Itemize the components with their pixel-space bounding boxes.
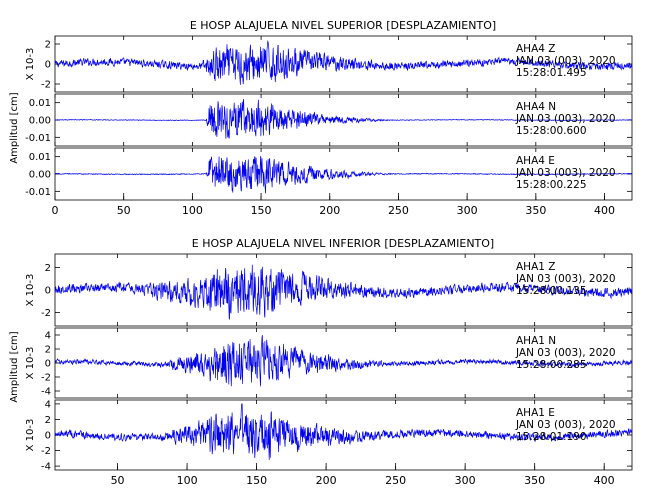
x-tick-label: 300 <box>457 204 478 217</box>
station-component-label: AHA1 Z <box>516 261 555 273</box>
station-component-label: AHA4 N <box>516 101 556 113</box>
chart-title-inferior: E HOSP ALAJUELA NIVEL INFERIOR [DESPLAZA… <box>192 237 494 250</box>
x-tick-label: 200 <box>316 474 337 487</box>
waveform-trace <box>54 403 633 460</box>
station-component-label: AHA4 Z <box>516 43 555 55</box>
y-tick-label: 4 <box>45 331 51 342</box>
station-time-label: 15:28:00.225 <box>516 179 587 191</box>
y-tick-label: -0.01 <box>25 133 51 144</box>
y-tick-label: -2 <box>41 308 51 319</box>
y-tick-label: 0 <box>45 359 51 370</box>
x-tick-label: 150 <box>251 204 272 217</box>
y-tick-label: 0.01 <box>29 98 51 109</box>
x-tick-label: 50 <box>117 204 131 217</box>
x-tick-label: 50 <box>111 474 125 487</box>
station-date-label: JAN 03 (003), 2020 <box>515 419 616 431</box>
chart-title-superior: E HOSP ALAJUELA NIVEL SUPERIOR [DESPLAZA… <box>190 19 496 32</box>
y-tick-label: -2 <box>41 373 51 384</box>
x-tick-label: 400 <box>594 474 615 487</box>
y-tick-label: -2 <box>41 446 51 457</box>
waveform-trace <box>54 98 633 139</box>
station-date-label: JAN 03 (003), 2020 <box>515 273 616 285</box>
x-tick-label: 300 <box>455 474 476 487</box>
scale-label: X 10-3 <box>25 419 36 452</box>
station-date-label: JAN 03 (003), 2020 <box>515 167 616 179</box>
scale-label: X 10-3 <box>25 274 36 307</box>
waveform-trace <box>54 264 633 320</box>
x-tick-label: 400 <box>594 204 615 217</box>
y-tick-label: 0.00 <box>29 116 51 127</box>
y-axis-label-inferior: Amplitud [cm] <box>9 331 20 402</box>
y-tick-label: 2 <box>45 345 51 356</box>
station-component-label: AHA1 N <box>516 335 556 347</box>
scale-label: X 10-3 <box>25 347 36 380</box>
y-tick-label: 2 <box>45 263 51 274</box>
y-tick-label: -2 <box>41 80 51 91</box>
waveform-trace <box>54 40 633 85</box>
scale-label: X 10-3 <box>25 48 36 81</box>
y-tick-label: -4 <box>41 462 51 473</box>
station-time-label: 15:28:00.135 <box>516 285 587 297</box>
x-tick-label: 100 <box>182 204 203 217</box>
x-tick-label: 200 <box>319 204 340 217</box>
station-time-label: 15:28:00.600 <box>516 125 587 137</box>
y-tick-label: -4 <box>41 387 51 398</box>
y-tick-label: 0 <box>45 431 51 442</box>
y-tick-label: 0 <box>45 60 51 71</box>
station-component-label: AHA4 E <box>516 155 555 167</box>
y-tick-label: 2 <box>45 415 51 426</box>
waveform-trace <box>54 155 633 194</box>
x-tick-label: 350 <box>525 204 546 217</box>
station-time-label: 15:28:01.190 <box>516 431 587 443</box>
station-date-label: JAN 03 (003), 2020 <box>515 55 616 67</box>
station-component-label: AHA1 E <box>516 407 555 419</box>
y-tick-label: 4 <box>45 399 51 410</box>
y-tick-label: 0.00 <box>29 170 51 181</box>
x-tick-label: 250 <box>385 474 406 487</box>
station-time-label: 15:28:00.285 <box>516 359 587 371</box>
station-time-label: 15:28:01.495 <box>516 67 587 79</box>
y-tick-label: 0.01 <box>29 152 51 163</box>
y-tick-label: 2 <box>45 40 51 51</box>
x-tick-label: 350 <box>524 474 545 487</box>
y-tick-label: 0 <box>45 286 51 297</box>
x-tick-label: 150 <box>246 474 267 487</box>
station-date-label: JAN 03 (003), 2020 <box>515 113 616 125</box>
x-tick-label: 100 <box>177 474 198 487</box>
y-axis-label-superior: Amplitud [cm] <box>9 92 20 163</box>
x-tick-label: 250 <box>388 204 409 217</box>
waveform-trace <box>54 335 633 387</box>
y-tick-label: -0.01 <box>25 187 51 198</box>
station-date-label: JAN 03 (003), 2020 <box>515 347 616 359</box>
x-tick-label: 0 <box>52 204 59 217</box>
